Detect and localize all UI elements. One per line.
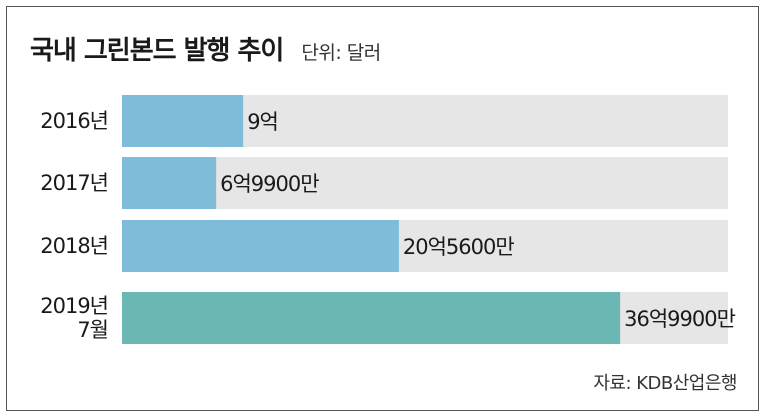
bar-track xyxy=(122,157,728,209)
category-label: 2018년 xyxy=(40,234,108,258)
bar-3 xyxy=(122,220,399,272)
category-label: 2019년 7월 xyxy=(40,294,108,342)
unit-label: 단위: 달러 xyxy=(301,42,381,64)
value-label: 9억 xyxy=(247,110,278,134)
bar-4 xyxy=(122,292,621,344)
chart-title: 국내 그린본드 발행 추이 xyxy=(30,36,284,66)
value-label: 6억9900만 xyxy=(220,172,319,196)
bar-2 xyxy=(122,157,217,209)
category-label: 2017년 xyxy=(40,171,108,195)
value-label: 20억5600만 xyxy=(403,235,514,259)
bar-1 xyxy=(122,95,244,147)
category-label: 2016년 xyxy=(40,109,108,133)
source-label: 자료: KDB산업은행 xyxy=(593,373,737,394)
value-label: 36억9900만 xyxy=(624,307,735,331)
title-row: 국내 그린본드 발행 추이 단위: 달러 xyxy=(30,30,381,70)
